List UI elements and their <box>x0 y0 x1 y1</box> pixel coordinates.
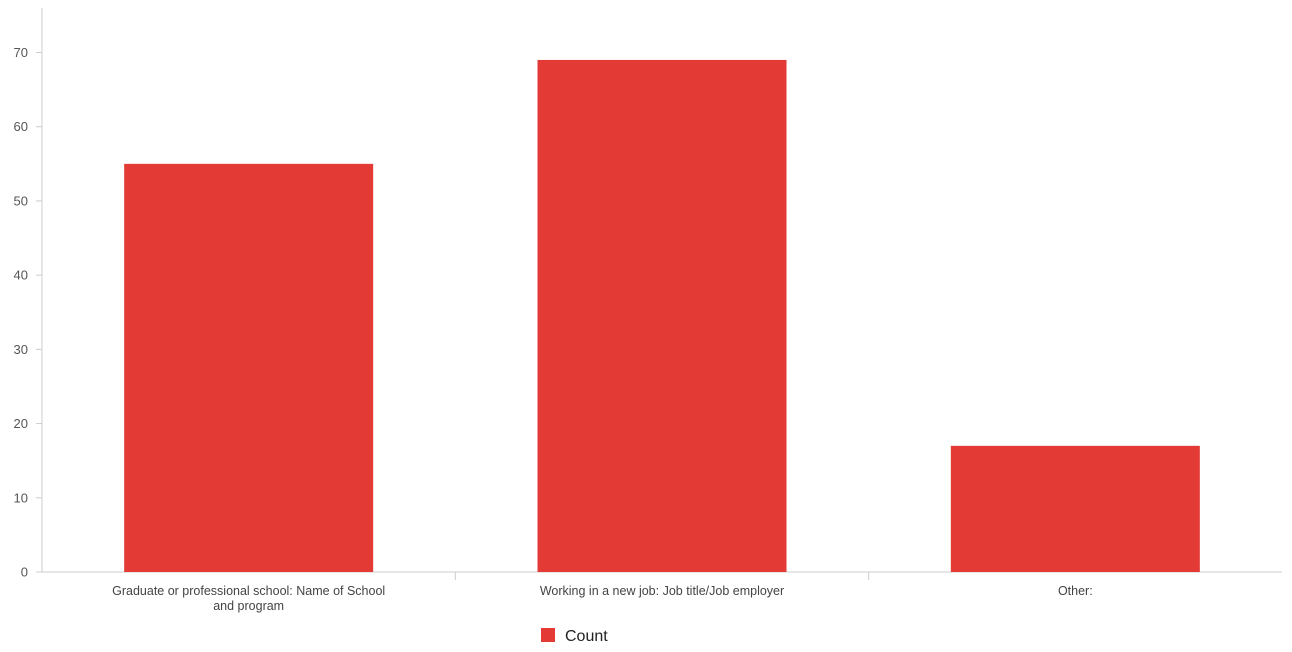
x-category-label: Working in a new job: Job title/Job empl… <box>540 584 784 598</box>
y-tick-label: 30 <box>14 342 28 357</box>
y-tick-label: 10 <box>14 490 28 505</box>
y-tick-label: 40 <box>14 268 28 283</box>
legend-label: Count <box>565 628 608 645</box>
bars <box>124 59 1200 572</box>
legend: Count <box>541 628 608 645</box>
x-category-label: Graduate or professional school: Name of… <box>112 584 385 613</box>
x-category-label: Other: <box>1058 584 1093 598</box>
bar[interactable] <box>537 59 787 572</box>
y-tick-label: 70 <box>14 45 28 60</box>
y-tick-label: 60 <box>14 119 28 134</box>
bar[interactable] <box>124 163 374 572</box>
y-tick-label: 50 <box>14 193 28 208</box>
bar[interactable] <box>950 445 1200 572</box>
y-tick-label: 20 <box>14 416 28 431</box>
y-tick-label: 0 <box>21 565 28 580</box>
legend-swatch <box>541 628 555 642</box>
category-labels: Graduate or professional school: Name of… <box>112 584 1093 613</box>
